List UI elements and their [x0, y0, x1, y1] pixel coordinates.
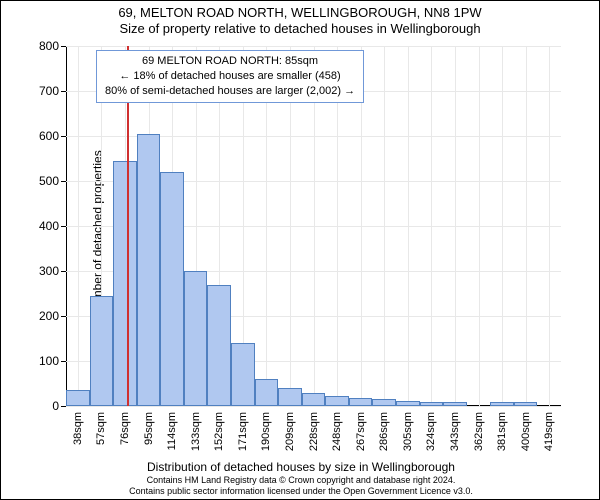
gridline-v [431, 46, 432, 406]
gridline-v [502, 46, 503, 406]
chart-subtitle: Size of property relative to detached ho… [1, 21, 599, 36]
footer-line-1: Contains HM Land Registry data © Crown c… [1, 475, 600, 486]
ytick-label: 600 [19, 129, 59, 143]
ytick-label: 200 [19, 309, 59, 323]
histogram-bar [137, 134, 161, 406]
callout-line-2: ← 18% of detached houses are smaller (45… [105, 69, 355, 84]
chart-container: 69, MELTON ROAD NORTH, WELLINGBOROUGH, N… [0, 0, 600, 500]
ytick-label: 500 [19, 174, 59, 188]
histogram-bar [160, 172, 184, 406]
histogram-bar [113, 161, 137, 406]
xtick-label: 324sqm [425, 412, 437, 472]
histogram-bar [302, 393, 326, 407]
callout-line-3: 80% of semi-detached houses are larger (… [105, 84, 355, 99]
gridline-h [66, 406, 561, 407]
ytick-mark [61, 181, 66, 182]
xtick-label: 95sqm [143, 412, 155, 472]
plot-area: 69 MELTON ROAD NORTH: 85sqm ← 18% of det… [66, 46, 561, 406]
xtick-label: 305sqm [402, 412, 414, 472]
ytick-mark [61, 46, 66, 47]
ytick-label: 0 [19, 399, 59, 413]
xtick-label: 400sqm [520, 412, 532, 472]
histogram-bar [207, 285, 231, 407]
histogram-bar [420, 402, 444, 407]
histogram-bar [255, 379, 279, 406]
callout-line-1: 69 MELTON ROAD NORTH: 85sqm [105, 54, 355, 69]
xtick-label: 248sqm [331, 412, 343, 472]
xtick-label: 381sqm [496, 412, 508, 472]
xtick-label: 38sqm [72, 412, 84, 472]
ytick-mark [61, 91, 66, 92]
xtick-label: 228sqm [308, 412, 320, 472]
xtick-label: 114sqm [166, 412, 178, 472]
xtick-label: 171sqm [237, 412, 249, 472]
marker-callout: 69 MELTON ROAD NORTH: 85sqm ← 18% of det… [96, 50, 364, 103]
xtick-label: 190sqm [260, 412, 272, 472]
xtick-label: 419sqm [543, 412, 555, 472]
histogram-bar [490, 402, 514, 406]
histogram-bar [231, 343, 255, 406]
ytick-label: 100 [19, 354, 59, 368]
xtick-label: 57sqm [95, 412, 107, 472]
ytick-label: 400 [19, 219, 59, 233]
histogram-bar [443, 402, 467, 407]
ytick-mark [61, 361, 66, 362]
histogram-bar [349, 398, 373, 406]
histogram-bar [396, 401, 420, 406]
gridline-v [78, 46, 79, 406]
xtick-label: 152sqm [213, 412, 225, 472]
xtick-label: 76sqm [119, 412, 131, 472]
gridline-v [455, 46, 456, 406]
x-axis-title: Distribution of detached houses by size … [1, 460, 600, 474]
ytick-mark [61, 226, 66, 227]
ytick-label: 800 [19, 39, 59, 53]
ytick-mark [61, 136, 66, 137]
histogram-bar [90, 296, 114, 406]
xtick-label: 133sqm [190, 412, 202, 472]
ytick-label: 300 [19, 264, 59, 278]
xtick-label: 286sqm [378, 412, 390, 472]
histogram-bar [325, 396, 349, 406]
xtick-label: 343sqm [449, 412, 461, 472]
xtick-label: 267sqm [355, 412, 367, 472]
footer-line-2: Contains public sector information licen… [1, 486, 600, 497]
xtick-label: 209sqm [284, 412, 296, 472]
histogram-bar [184, 271, 208, 406]
ytick-mark [61, 271, 66, 272]
gridline-v [549, 46, 550, 406]
xtick-label: 362sqm [473, 412, 485, 472]
ytick-mark [61, 406, 66, 407]
ytick-label: 700 [19, 84, 59, 98]
histogram-bar [372, 399, 396, 406]
gridline-v [526, 46, 527, 406]
histogram-bar [278, 388, 302, 406]
chart-title: 69, MELTON ROAD NORTH, WELLINGBOROUGH, N… [1, 5, 599, 20]
histogram-bar [66, 390, 90, 406]
ytick-mark [61, 316, 66, 317]
gridline-v [479, 46, 480, 406]
gridline-v [384, 46, 385, 406]
gridline-v [408, 46, 409, 406]
histogram-bar [514, 402, 538, 406]
footer: Contains HM Land Registry data © Crown c… [1, 475, 600, 497]
